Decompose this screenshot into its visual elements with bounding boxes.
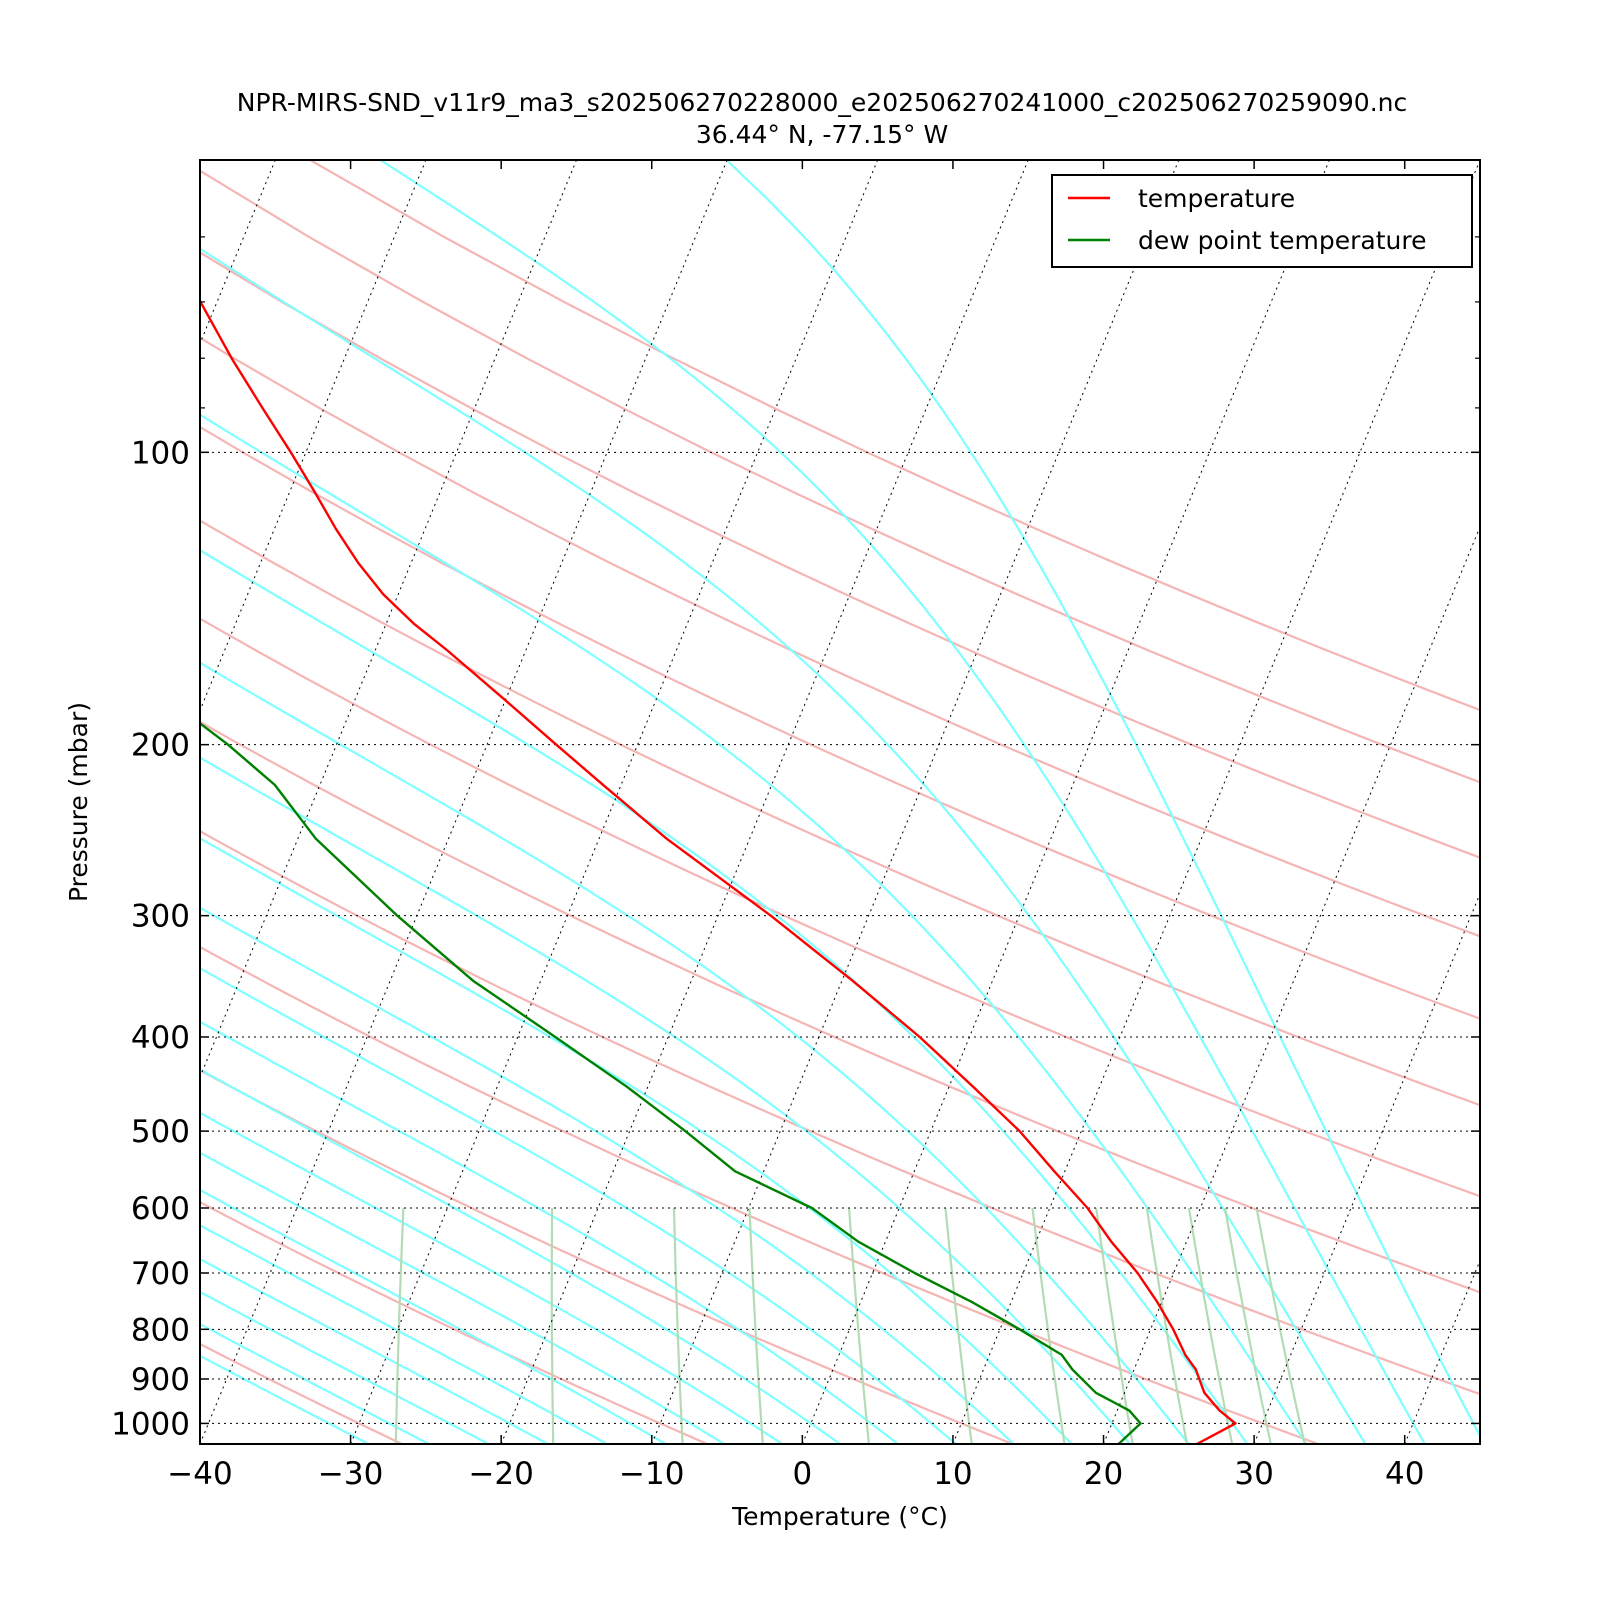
- moist-adiabat-line: [200, 756, 1131, 1444]
- dry-adiabat-line: [200, 1342, 403, 1444]
- dry-adiabat-line: [200, 945, 1319, 1444]
- x-tick-label: 0: [792, 1456, 812, 1492]
- moist-adiabat-line: [200, 413, 1308, 1444]
- x-tick-label: −30: [318, 1456, 383, 1492]
- dry-adiabat-line: [200, 425, 1480, 1020]
- isotherm-gridline: [200, 160, 276, 345]
- isotherm-gridline: [1253, 892, 1480, 1444]
- y-axis-ticks: 100 200 300 400 500 600 700 800 900 1000: [111, 159, 1480, 1442]
- dry-adiabat-line: [200, 1200, 708, 1444]
- dry-adiabat-line: [309, 160, 1480, 712]
- moist-adiabat-line: [200, 1257, 549, 1444]
- moist-adiabat-line: [200, 247, 1367, 1444]
- moist-adiabat-line: [200, 1188, 667, 1444]
- isotherm-gridline: [0, 160, 125, 1444]
- chart-subtitle: 36.44° N, -77.15° W: [696, 120, 948, 149]
- x-axis-label: Temperature (°C): [731, 1502, 948, 1531]
- moist-adiabat-line: [200, 1354, 370, 1444]
- x-tick-label: −10: [619, 1456, 684, 1492]
- mixing-ratio-line: [672, 1207, 684, 1444]
- chart-title: NPR-MIRS-SND_v11r9_ma3_s202506270228000_…: [237, 88, 1408, 117]
- moist-adiabat-line: [200, 1111, 783, 1444]
- moist-adiabat-line: [200, 1068, 841, 1444]
- legend-label: temperature: [1138, 184, 1295, 213]
- legend-label: dew point temperature: [1138, 226, 1427, 255]
- dry-adiabat-line: [200, 336, 1480, 938]
- mixing-ratio-line: [848, 1207, 870, 1444]
- dry-adiabat-line: [200, 1069, 1014, 1444]
- y-tick-label: 100: [131, 435, 190, 471]
- moist-adiabat-line: [200, 906, 1015, 1444]
- mixing-ratio-line: [944, 1207, 973, 1444]
- mixing-ratio-line: [394, 1207, 405, 1444]
- x-tick-label: −40: [167, 1456, 232, 1492]
- dry-adiabat-line: [200, 829, 1480, 1396]
- dry-adiabat-line: [200, 519, 1480, 1107]
- background-lines: [0, 160, 1600, 1444]
- y-tick-label: 500: [131, 1114, 190, 1150]
- legend: temperature dew point temperature: [1051, 174, 1473, 268]
- x-tick-label: 30: [1234, 1456, 1273, 1492]
- x-tick-label: −20: [468, 1456, 533, 1492]
- y-tick-label: 700: [131, 1256, 190, 1292]
- moist-adiabat-line: [200, 1224, 608, 1444]
- moist-adiabat-line: [200, 1151, 725, 1444]
- y-tick-label: 900: [131, 1362, 190, 1398]
- y-tick-label: 800: [131, 1312, 190, 1348]
- dry-adiabat-line: [200, 720, 1480, 1294]
- legend-box: [1051, 174, 1473, 268]
- x-tick-label: 10: [933, 1456, 972, 1492]
- y-tick-label: 300: [131, 899, 190, 935]
- moist-adiabat-line: [200, 837, 1073, 1444]
- moist-adiabat-line: [200, 548, 1249, 1444]
- x-axis-ticks: −40 −30 −20 −10 0 10 20 30 40: [167, 160, 1424, 1492]
- mixing-ratio-line: [550, 1207, 555, 1444]
- temperature-line: [200, 298, 1237, 1444]
- data-series: [200, 298, 1237, 1444]
- isotherm-gridline: [1404, 1259, 1480, 1444]
- dry-adiabat-line: [200, 617, 1480, 1198]
- moist-adiabat-line: [725, 160, 1480, 1439]
- moist-adiabat-line: [200, 966, 957, 1444]
- y-tick-label: 600: [131, 1191, 190, 1227]
- x-tick-label: 20: [1084, 1456, 1123, 1492]
- moist-adiabat-line: [200, 1290, 490, 1444]
- y-tick-label: 200: [131, 728, 190, 764]
- mixing-ratio-line: [1145, 1207, 1189, 1444]
- mixing-ratio-line: [1223, 1207, 1272, 1444]
- moist-adiabat-line: [200, 1322, 430, 1444]
- dry-adiabat-line: [200, 169, 1480, 784]
- pressure-gridlines: [200, 451, 1480, 1424]
- y-tick-label: 400: [131, 1020, 190, 1056]
- isotherm-gridline: [1555, 160, 1600, 1444]
- x-tick-label: 40: [1385, 1456, 1424, 1492]
- y-axis-label: Pressure (mbar): [64, 702, 93, 902]
- dewpoint-line: [200, 721, 1142, 1444]
- dry-adiabat-line: [200, 251, 1480, 859]
- moist-adiabat-line: [200, 661, 1190, 1444]
- moist-adiabat-line: [200, 1020, 899, 1444]
- mixing-ratio-line: [1187, 1207, 1234, 1444]
- mixing-ratio-line: [748, 1207, 764, 1444]
- isotherm-gridline: [952, 160, 1480, 1444]
- y-tick-label: 1000: [111, 1406, 190, 1442]
- plot-frame: [199, 159, 1481, 1445]
- moist-adiabat-line: [379, 160, 1426, 1444]
